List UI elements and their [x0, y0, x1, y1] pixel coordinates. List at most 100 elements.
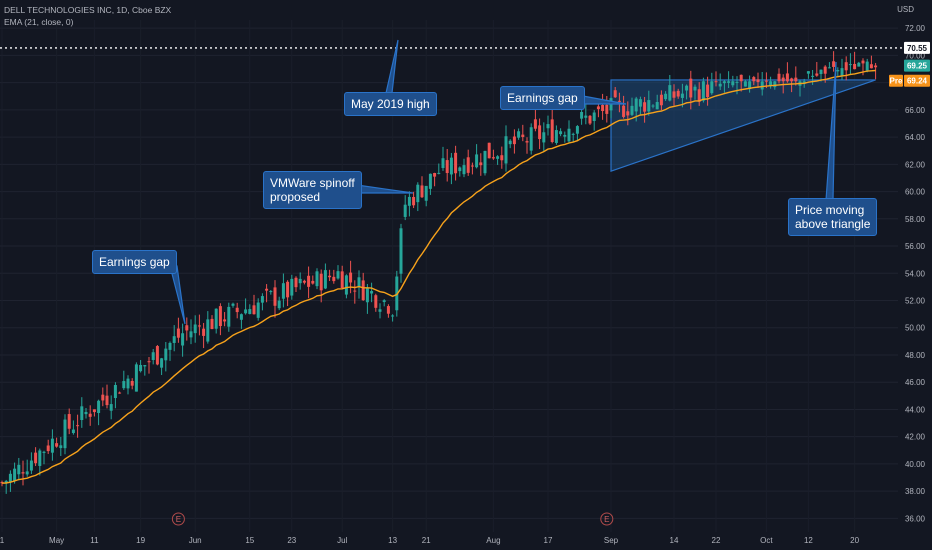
candle-body [559, 131, 563, 135]
candle-body [420, 185, 424, 198]
candle [25, 459, 29, 477]
candles [0, 51, 878, 494]
candle-body [790, 78, 794, 82]
candle-body [361, 280, 365, 301]
candle [277, 296, 281, 311]
callout-earnings-gap-2: Earnings gap [500, 86, 585, 110]
x-tick-label: 19 [136, 536, 145, 545]
candle-body [483, 150, 487, 174]
candle-body [76, 425, 80, 427]
candle [785, 62, 789, 83]
candle [567, 120, 571, 144]
candle-body [323, 270, 327, 289]
symbol-title[interactable]: DELL TECHNOLOGIES INC, 1D, Cboe BZX [4, 5, 172, 15]
candle [731, 75, 735, 88]
y-tick-label: 42.00 [905, 433, 926, 442]
candle-body [567, 128, 571, 142]
candle-body [785, 73, 789, 82]
candle [806, 71, 810, 79]
candle [479, 153, 483, 176]
candle-body [349, 272, 353, 283]
x-tick-label: Aug [486, 536, 500, 545]
candle [370, 282, 374, 303]
candle [92, 409, 96, 417]
candle [172, 325, 176, 352]
candle [160, 357, 164, 376]
candle [164, 341, 168, 372]
candle [349, 260, 353, 294]
callout-vmware-text: VMWare spinoff proposed [270, 176, 355, 204]
candle [500, 146, 504, 169]
candle-body [134, 364, 138, 392]
candle [638, 96, 642, 115]
y-tick-label: 72.00 [905, 24, 926, 33]
candle [466, 149, 470, 176]
candle-body [424, 185, 428, 201]
candle [676, 88, 680, 99]
candle-body [235, 307, 239, 313]
candle [592, 110, 596, 131]
candle [29, 452, 33, 474]
candle-body [714, 81, 718, 83]
x-tick-label: 21 [422, 536, 431, 545]
candle [559, 128, 563, 137]
candle-body [630, 105, 634, 115]
candle [647, 90, 651, 116]
candle [231, 302, 235, 308]
candle-body [147, 361, 151, 363]
x-tick-label: 17 [544, 536, 553, 545]
candle [739, 74, 743, 92]
candle-body [277, 300, 281, 309]
candle-body [105, 395, 109, 406]
candle [315, 268, 319, 290]
candle [21, 460, 25, 486]
x-tick-label: 13 [388, 536, 397, 545]
candle [197, 314, 201, 336]
x-tick-label: 1 [0, 536, 5, 545]
candle [546, 115, 550, 136]
candle-body [802, 81, 806, 84]
callout-triangle-text: Price moving above triangle [795, 203, 871, 231]
candle [302, 279, 306, 285]
candle [340, 265, 344, 289]
candle-body [386, 306, 390, 314]
candle-body [676, 90, 680, 97]
candle-body [315, 271, 319, 287]
candle [50, 429, 54, 461]
y-tick-label: 66.00 [905, 106, 926, 115]
candle-body [50, 438, 54, 453]
candle-body [164, 348, 168, 361]
candle [664, 91, 668, 101]
candle-body [710, 81, 714, 94]
candle-body [298, 278, 302, 284]
candle-body [403, 204, 407, 217]
candle [550, 107, 554, 144]
candle-body [433, 172, 437, 177]
candle [752, 75, 756, 86]
candle [613, 86, 617, 98]
candle [269, 289, 273, 295]
pre-tag: Pre [890, 77, 903, 86]
candle [202, 322, 206, 349]
candle [685, 84, 689, 100]
candle-body [550, 119, 554, 142]
candle [790, 77, 794, 93]
candle [378, 303, 382, 319]
candle [214, 308, 218, 334]
candle [59, 436, 63, 456]
candle-body [592, 112, 596, 121]
candle [428, 173, 432, 195]
candle-body [538, 125, 542, 140]
candle [80, 397, 84, 428]
candle [706, 76, 710, 106]
candle [853, 51, 857, 70]
candle-body [67, 414, 71, 429]
candle [437, 163, 441, 175]
candle [651, 104, 655, 109]
ema-indicator-label[interactable]: EMA (21, close, 0) [4, 17, 74, 27]
candle-body [601, 105, 605, 112]
ema-series [1, 69, 876, 484]
candle [848, 53, 852, 75]
candle-body [563, 134, 567, 137]
